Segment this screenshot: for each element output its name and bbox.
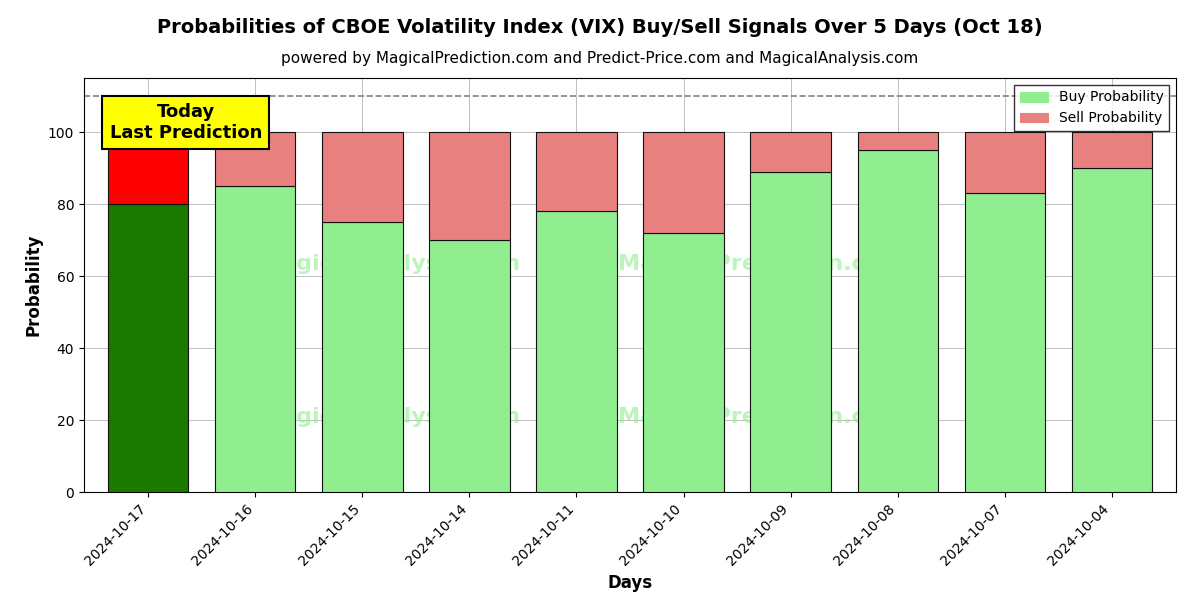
Bar xyxy=(858,132,937,150)
Bar xyxy=(643,132,724,233)
Bar xyxy=(536,211,617,492)
Bar xyxy=(1072,132,1152,168)
Text: MagicalAnalysis.com: MagicalAnalysis.com xyxy=(259,254,521,274)
X-axis label: Days: Days xyxy=(607,574,653,592)
Bar xyxy=(750,172,830,492)
Text: MagicalAnalysis.com: MagicalAnalysis.com xyxy=(259,407,521,427)
Text: Today
Last Prediction: Today Last Prediction xyxy=(109,103,262,142)
Bar xyxy=(215,132,295,186)
Bar xyxy=(108,132,188,204)
Text: powered by MagicalPrediction.com and Predict-Price.com and MagicalAnalysis.com: powered by MagicalPrediction.com and Pre… xyxy=(281,51,919,66)
Y-axis label: Probability: Probability xyxy=(24,234,42,336)
Bar xyxy=(965,132,1045,193)
Bar xyxy=(215,186,295,492)
Bar xyxy=(323,222,402,492)
Bar xyxy=(1072,168,1152,492)
Bar xyxy=(965,193,1045,492)
Bar xyxy=(858,150,937,492)
Bar xyxy=(643,233,724,492)
Bar xyxy=(108,204,188,492)
Legend: Buy Probability, Sell Probability: Buy Probability, Sell Probability xyxy=(1014,85,1169,131)
Bar xyxy=(430,240,510,492)
Bar xyxy=(430,132,510,240)
Text: Probabilities of CBOE Volatility Index (VIX) Buy/Sell Signals Over 5 Days (Oct 1: Probabilities of CBOE Volatility Index (… xyxy=(157,18,1043,37)
Bar xyxy=(536,132,617,211)
Bar xyxy=(750,132,830,172)
Text: MagicalPrediction.com: MagicalPrediction.com xyxy=(618,254,904,274)
Text: MagicalPrediction.com: MagicalPrediction.com xyxy=(618,407,904,427)
Bar xyxy=(323,132,402,222)
